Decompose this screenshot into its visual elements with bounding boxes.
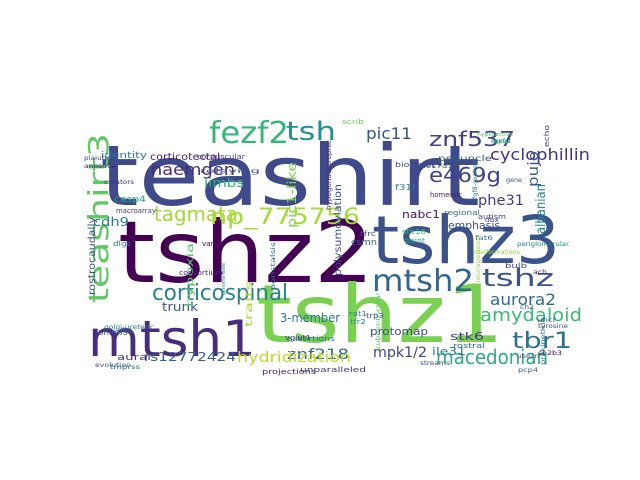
cloud-word: phe31	[478, 193, 524, 209]
cloud-word: ch2	[520, 304, 534, 311]
cloud-word: subventricular	[375, 291, 382, 350]
cloud-word: periglomerular	[517, 241, 570, 248]
cloud-word: plaiubeta	[84, 155, 118, 162]
cloud-word: fezf2	[209, 116, 289, 151]
cloud-word: vglut1	[285, 334, 311, 342]
cloud-word: streams	[420, 360, 450, 367]
cloud-word: ube2n	[517, 353, 539, 360]
cloud-word: paint	[405, 237, 425, 245]
cloud-word: echo	[543, 125, 551, 147]
cloud-word: regional	[444, 209, 480, 217]
cloud-word: tfrc	[360, 230, 376, 238]
cloud-word: neurogenesis	[475, 235, 482, 285]
cloud-word: casp4	[114, 195, 146, 205]
cloud-word: rat1	[349, 310, 367, 318]
cloud-word: mtsh2	[372, 264, 474, 299]
cloud-word: tyrosine	[538, 323, 568, 330]
cloud-word: hydridization	[237, 350, 351, 366]
cloud-word: tagmata	[154, 202, 238, 226]
cloud-word: malformations	[474, 249, 520, 256]
cloud-word: fgf8-soaked	[472, 161, 479, 199]
cloud-word: rostral	[453, 342, 485, 350]
cloud-word: vangl	[202, 240, 222, 248]
cloud-word: pic11	[366, 124, 412, 143]
cloud-word: hypogonadotrophic	[325, 140, 333, 210]
cloud-word: homeotic	[430, 191, 462, 199]
cloud-word: pic1-like	[285, 162, 299, 228]
cloud-word: golgi-ureteric	[104, 324, 154, 331]
cloud-word: albanian	[534, 184, 549, 234]
cloud-word: pujo	[526, 151, 542, 187]
cloud-word: scrib	[342, 118, 365, 126]
cloud-word: sic17a7	[419, 162, 453, 170]
cloud-word: bulb	[505, 262, 528, 270]
cloud-word: qrfp	[494, 138, 510, 145]
cloud-word: gene	[506, 177, 522, 184]
cloud-word: nabc1	[402, 208, 440, 221]
cloud-word: anosmia	[84, 163, 116, 170]
cloud-word: limbs	[204, 176, 244, 190]
cloud-word: genome-wide	[221, 263, 227, 295]
cloud-word: hyperactive	[477, 132, 513, 138]
cloud-word: polysumoylation	[333, 184, 344, 276]
cloud-word: relaying	[200, 168, 260, 175]
cloud-word: macroarray	[116, 207, 156, 215]
cloud-word: tmprss	[110, 364, 140, 371]
cloud-word: corpuscular	[197, 153, 245, 161]
cloud-word: ach	[533, 269, 547, 276]
cloud-word: rs12772424	[144, 350, 236, 364]
cloud-word: cdh9	[93, 215, 129, 229]
cloud-word: consortium	[179, 269, 223, 277]
cloud-word: dbx	[485, 217, 500, 224]
cloud-word: rostrocaudally	[87, 217, 98, 295]
cloud-word: peristalsis	[270, 242, 277, 290]
cloud-word: trp3	[366, 312, 384, 320]
cloud-word: f31i	[395, 183, 415, 192]
cloud-word: traits	[244, 281, 255, 327]
cloud-word: csmn	[351, 238, 377, 248]
cloud-word: 3-member	[280, 311, 340, 325]
cloud-word: tfr2	[350, 318, 366, 326]
cloud-word: pcp4	[518, 367, 538, 374]
cloud-word: stk16	[402, 228, 427, 236]
cloud-word: unparalleled	[300, 366, 366, 374]
cloud-word: curators	[104, 179, 134, 186]
cloud-word: dlgs	[113, 240, 131, 248]
